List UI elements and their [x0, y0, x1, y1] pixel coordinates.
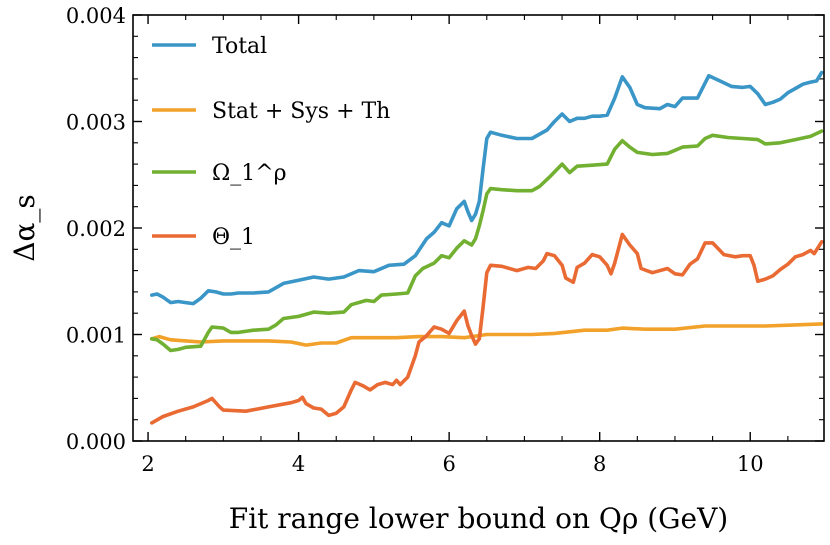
y-axis-title: Δα_s — [8, 194, 41, 262]
y-tick-label: 0.004 — [66, 4, 126, 28]
y-tick-label: 0.000 — [66, 430, 126, 454]
x-tick-label: 6 — [442, 452, 455, 476]
y-tick-label: 0.001 — [66, 324, 126, 348]
x-axis-title: Fit range lower bound on Qρ (GeV) — [229, 502, 728, 535]
legend-label: Θ_1 — [212, 225, 255, 250]
y-axis-ticks: 0.000 0.001 0.002 0.003 0.004 — [66, 4, 824, 454]
y-tick-label: 0.003 — [66, 111, 126, 135]
legend: Total Stat + Sys + Th Ω_1^ρ Θ_1 — [152, 34, 390, 250]
series-layer — [150, 70, 824, 425]
x-tick-label: 4 — [292, 452, 305, 476]
x-tick-label: 8 — [593, 452, 606, 476]
series-line-3 — [150, 232, 824, 425]
y-tick-label: 0.002 — [66, 217, 126, 241]
x-tick-label: 10 — [737, 452, 764, 476]
series-line-2 — [150, 129, 824, 353]
legend-label: Ω_1^ρ — [212, 161, 287, 186]
legend-label: Total — [212, 34, 267, 59]
x-tick-label: 2 — [141, 452, 154, 476]
series-line-1 — [150, 322, 824, 347]
series-line-0 — [150, 70, 824, 306]
x-axis-ticks: 2 4 6 8 10 — [141, 15, 789, 476]
legend-label: Stat + Sys + Th — [212, 99, 390, 124]
plot-frame — [132, 14, 825, 442]
